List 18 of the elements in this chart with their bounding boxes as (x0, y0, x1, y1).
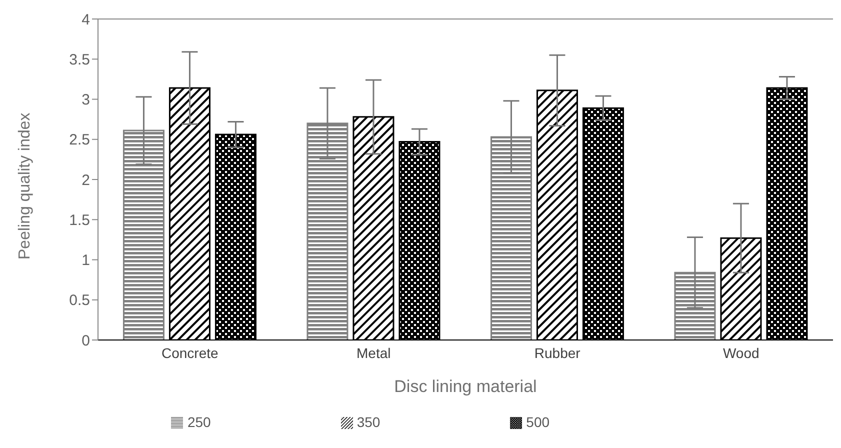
y-tick-label: 0.5 (69, 292, 90, 310)
legend-label: 250 (187, 414, 211, 430)
x-tick-label: Concrete (161, 344, 218, 361)
x-tick-label: Metal (356, 344, 391, 361)
legend-label: 350 (356, 414, 380, 430)
y-tick-label: 3.5 (69, 51, 90, 68)
x-tick-label: Wood (722, 344, 760, 361)
y-tick-label: 1 (82, 252, 90, 270)
y-tick-label: 2.5 (69, 132, 90, 149)
x-tick-label: Rubber (534, 344, 581, 361)
x-axis-title: Disc lining material (394, 377, 537, 396)
y-axis-title: Peeling quality index (16, 112, 34, 260)
y-tick-label: 4 (82, 11, 90, 28)
y-tick-label: 0 (82, 332, 90, 350)
y-tick-label: 2 (82, 172, 90, 189)
legend-label: 500 (526, 414, 550, 430)
y-tick-label: 3 (82, 92, 90, 109)
y-tick-label: 1.5 (69, 212, 90, 229)
